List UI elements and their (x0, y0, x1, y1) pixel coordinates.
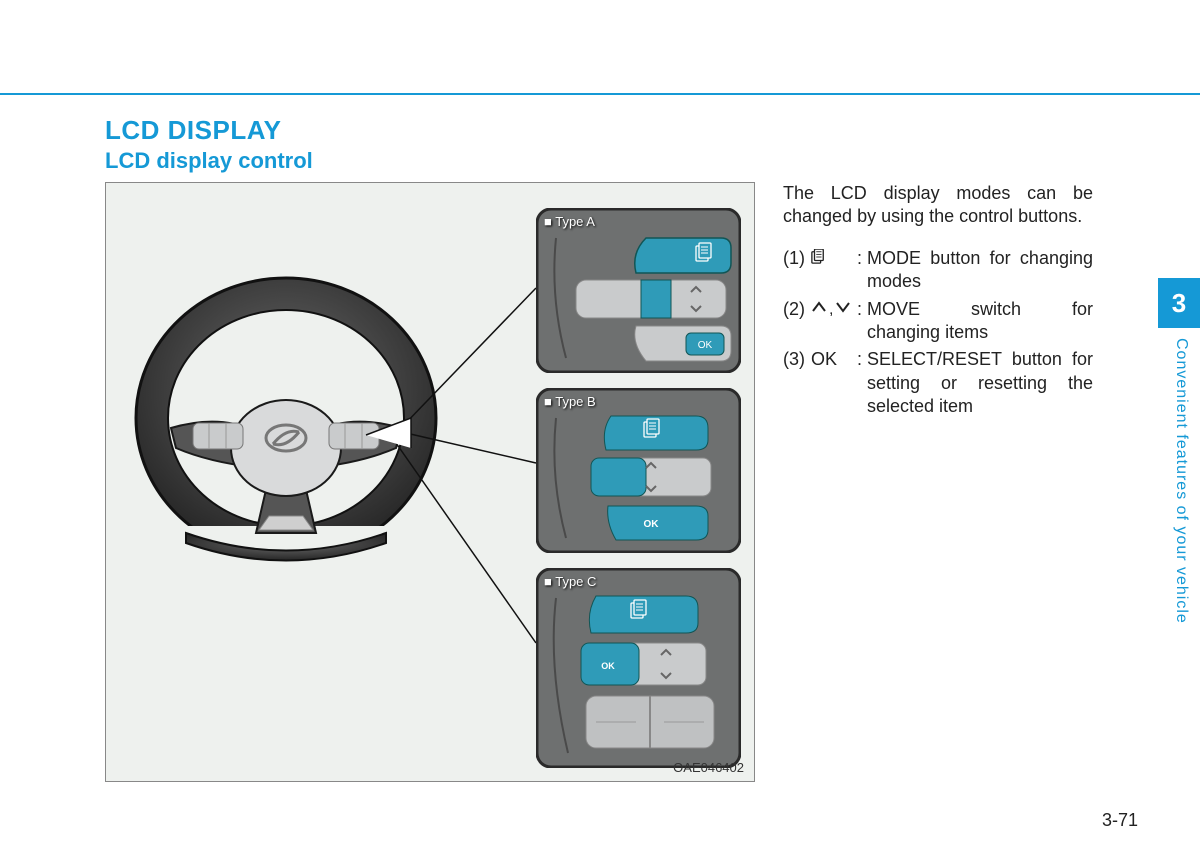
item-text: MODE button for changing modes (867, 247, 1093, 294)
colon: : (857, 348, 867, 418)
item-text: MOVE switch for changing items (867, 298, 1093, 345)
colon: : (857, 247, 867, 294)
content-row: OK ■ Type A (105, 182, 1095, 782)
panel-label: ■ Type A (544, 214, 595, 229)
text-column: The LCD display modes can be changed by … (783, 182, 1093, 782)
item-text: SELECT/RESET button for setting or reset… (867, 348, 1093, 418)
mode-icon (811, 247, 857, 294)
svg-text:OK: OK (644, 519, 660, 530)
chapter-tab: 3 (1158, 278, 1200, 328)
svg-text:OK: OK (601, 661, 615, 671)
figure: OK ■ Type A (105, 182, 755, 782)
item-number: (1) (783, 247, 811, 294)
list-item: (3) OK : SELECT/RESET button for setting… (783, 348, 1093, 418)
panel-label: ■ Type C (544, 574, 596, 589)
page-content: LCD DISPLAY LCD display control (105, 115, 1095, 782)
colon: : (857, 298, 867, 345)
intro-text: The LCD display modes can be changed by … (783, 182, 1093, 229)
page-number: 3-71 (1102, 810, 1138, 831)
top-rule (0, 93, 1200, 95)
page-title: LCD DISPLAY (105, 115, 1095, 146)
detail-panel-type-a: OK ■ Type A (536, 208, 741, 373)
list-item: (1) : MODE button for changing modes (783, 247, 1093, 294)
svg-text:OK: OK (698, 340, 713, 351)
panel-label: ■ Type B (544, 394, 596, 409)
figure-code: OAE046402 (673, 760, 744, 775)
item-number: (3) (783, 348, 811, 418)
item-number: (2) (783, 298, 811, 345)
ok-label: OK (811, 348, 857, 418)
detail-panel-type-c: OK ■ Type C (536, 568, 741, 768)
detail-panel-type-b: OK ■ Type B (536, 388, 741, 553)
page-subtitle: LCD display control (105, 148, 1095, 174)
chapter-side-label: Convenient features of your vehicle (1172, 338, 1190, 624)
up-down-icon: , (811, 298, 857, 345)
list-item: (2) , : MOVE switch for changing items (783, 298, 1093, 345)
